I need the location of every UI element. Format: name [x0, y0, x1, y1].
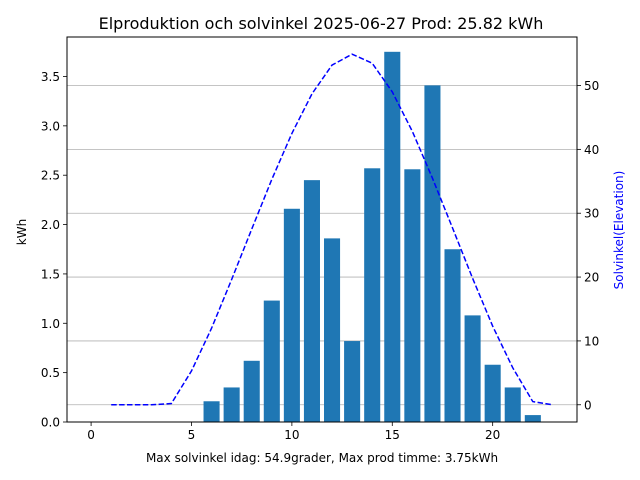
y-axis-label: kWh: [15, 219, 29, 245]
bar-hour-9: [263, 300, 280, 422]
bar-hour-18: [444, 249, 461, 422]
bar-hour-8: [243, 360, 260, 422]
bar-hour-11: [303, 180, 320, 422]
x-tick-label-5: 5: [188, 428, 196, 442]
x-tick-label-15: 15: [385, 428, 400, 442]
x-axis-ticks: 0 5 10 15 20: [87, 422, 500, 442]
y-tick-label-1: 0.5: [41, 366, 60, 380]
right-tick-label-10: 10: [584, 334, 599, 348]
bar-hour-16: [404, 169, 421, 422]
right-axis-label: Solvinkel(Elevation): [612, 171, 626, 290]
right-tick-label-50: 50: [584, 79, 599, 93]
bar-hour-10: [283, 208, 300, 422]
y-tick-label-0: 0.0: [41, 416, 60, 430]
y-tick-label-5: 2.5: [41, 169, 60, 183]
bars: [203, 51, 541, 423]
bar-hour-20: [484, 364, 501, 422]
right-tick-label-0: 0: [584, 398, 592, 412]
bar-hour-17: [424, 85, 441, 422]
bar-hour-6: [203, 401, 220, 422]
x-tick-label-0: 0: [87, 428, 95, 442]
right-tick-label-20: 20: [584, 271, 599, 285]
bar-hour-13: [344, 341, 361, 422]
y-axis-ticks: 0.0 0.5 1.0 1.5 2.0 2.5 3.0 3.5: [41, 70, 67, 430]
grid: [67, 85, 577, 406]
chart-title: Elproduktion och solvinkel 2025-06-27 Pr…: [99, 14, 544, 33]
bar-hour-14: [364, 168, 381, 422]
right-axis-ticks: 0 10 20 30 40 50: [577, 79, 599, 412]
bar-hour-22: [524, 415, 541, 422]
y-tick-label-4: 2.0: [41, 218, 60, 232]
x-tick-label-10: 10: [284, 428, 299, 442]
plot-frame: [66, 36, 578, 423]
right-tick-label-40: 40: [584, 143, 599, 157]
elevation-line: [111, 53, 554, 406]
bar-hour-19: [464, 315, 481, 422]
y-tick-label-3: 1.5: [41, 267, 60, 281]
x-axis-label: Max solvinkel idag: 54.9grader, Max prod…: [146, 451, 498, 465]
y-tick-label-2: 1.0: [41, 317, 60, 331]
bar-hour-7: [223, 387, 240, 422]
bar-hour-21: [504, 387, 521, 422]
x-tick-label-20: 20: [485, 428, 500, 442]
bar-hour-15: [384, 51, 401, 423]
right-tick-label-30: 30: [584, 207, 599, 221]
y-tick-label-7: 3.5: [41, 70, 60, 84]
y-tick-label-6: 3.0: [41, 119, 60, 133]
bar-hour-12: [324, 238, 341, 422]
